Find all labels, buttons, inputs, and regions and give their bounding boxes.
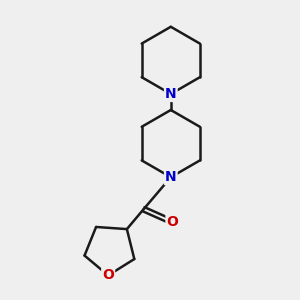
Text: N: N bbox=[165, 170, 177, 184]
Text: O: O bbox=[102, 268, 114, 282]
Text: O: O bbox=[167, 215, 178, 229]
Text: N: N bbox=[165, 87, 177, 101]
